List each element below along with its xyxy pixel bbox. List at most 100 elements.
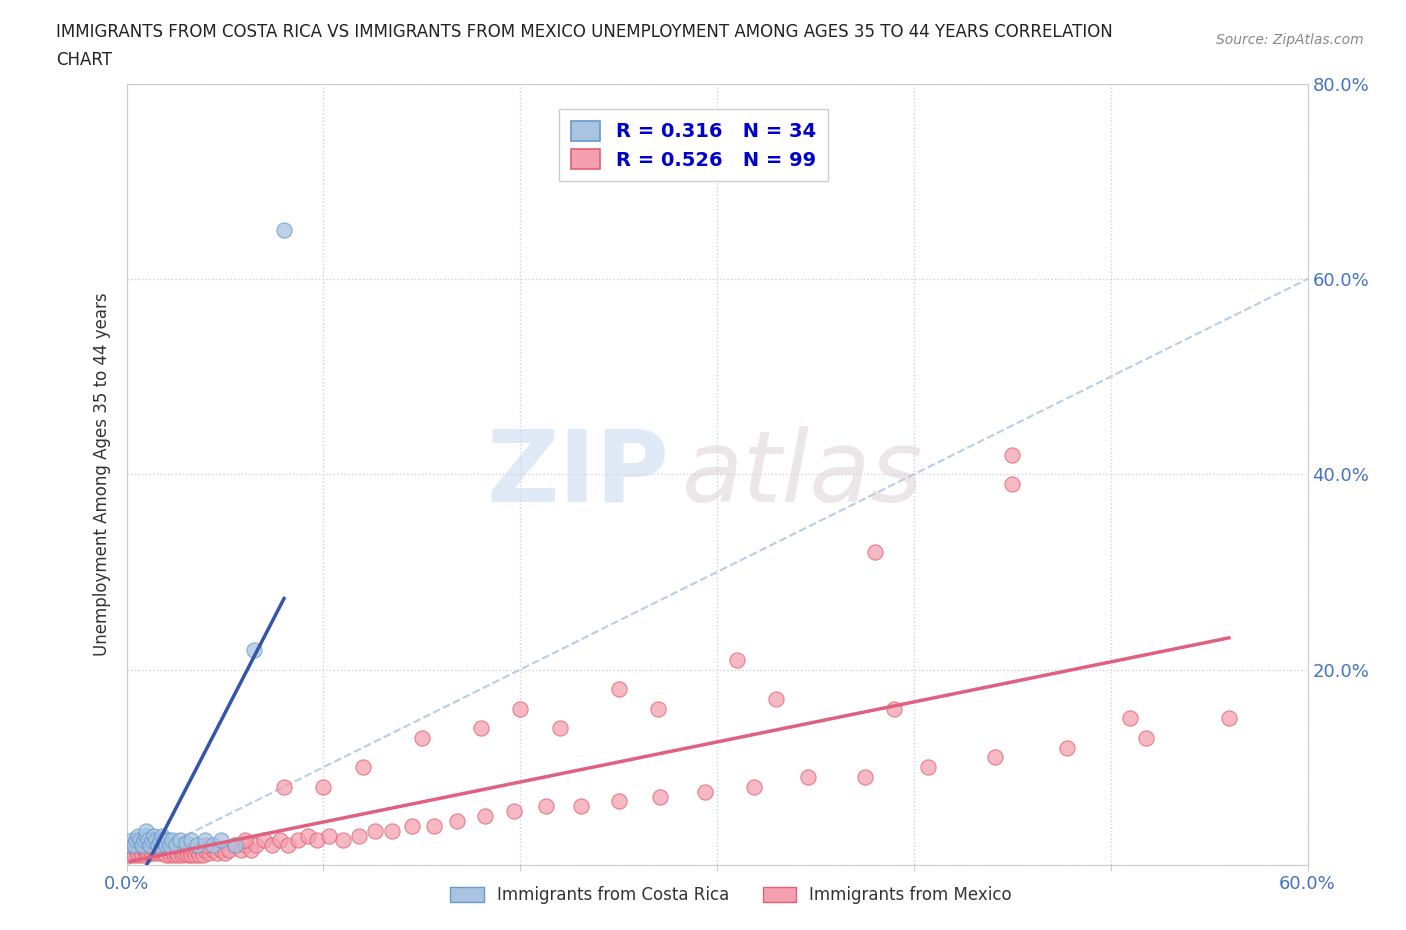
Point [180, 833, 202, 848]
Point [186, 838, 208, 853]
Point [169, 833, 191, 848]
Point [193, 848, 215, 863]
Point [983, 750, 1005, 764]
Point [135, 829, 157, 844]
Legend: R = 0.316   N = 34, R = 0.526   N = 99: R = 0.316 N = 34, R = 0.526 N = 99 [560, 109, 828, 181]
Point [287, 833, 309, 848]
Point [648, 789, 671, 804]
Point [853, 770, 876, 785]
Point [129, 843, 152, 857]
Point [229, 843, 252, 857]
Point [243, 643, 266, 658]
Point [1056, 740, 1078, 755]
Point [186, 843, 208, 857]
Legend: Immigrants from Costa Rica, Immigrants from Mexico: Immigrants from Costa Rica, Immigrants f… [441, 878, 1021, 912]
Point [269, 833, 291, 848]
Text: Source: ZipAtlas.com: Source: ZipAtlas.com [1216, 33, 1364, 46]
Point [145, 845, 167, 860]
Point [312, 779, 335, 794]
Point [695, 784, 717, 799]
Point [165, 838, 187, 853]
Point [169, 843, 191, 857]
Point [569, 799, 592, 814]
Point [647, 701, 669, 716]
Point [159, 838, 181, 853]
Point [883, 701, 905, 716]
Point [194, 843, 217, 857]
Point [245, 838, 267, 853]
Point [233, 838, 256, 853]
Point [273, 222, 295, 237]
Point [135, 843, 157, 857]
Point [363, 823, 385, 838]
Point [176, 848, 198, 863]
Point [202, 838, 225, 853]
Point [224, 838, 246, 853]
Point [401, 818, 423, 833]
Point [1135, 731, 1157, 746]
Point [863, 545, 886, 560]
Point [124, 848, 146, 863]
Point [184, 848, 207, 863]
Point [141, 845, 163, 860]
Point [131, 838, 153, 853]
Point [149, 833, 172, 848]
Point [166, 848, 188, 863]
Point [765, 692, 787, 707]
Point [744, 779, 766, 794]
Point [180, 848, 202, 863]
Point [198, 845, 221, 860]
Point [150, 829, 173, 844]
Point [307, 833, 329, 848]
Point [917, 760, 939, 775]
Point [194, 838, 217, 853]
Text: CHART: CHART [56, 51, 112, 69]
Point [381, 823, 404, 838]
Point [136, 845, 159, 860]
Text: IMMIGRANTS FROM COSTA RICA VS IMMIGRANTS FROM MEXICO UNEMPLOYMENT AMONG AGES 35 : IMMIGRANTS FROM COSTA RICA VS IMMIGRANTS… [56, 23, 1114, 41]
Point [1001, 476, 1024, 491]
Point [127, 829, 149, 844]
Point [503, 804, 526, 818]
Point [253, 833, 276, 848]
Point [332, 833, 354, 848]
Point [1001, 447, 1024, 462]
Point [725, 653, 748, 668]
Point [224, 838, 246, 853]
Point [233, 833, 256, 848]
Point [202, 843, 225, 857]
Point [143, 843, 166, 857]
Point [127, 848, 149, 863]
Point [277, 838, 299, 853]
Point [607, 682, 630, 697]
Point [474, 809, 496, 824]
Point [129, 833, 152, 848]
Point [262, 838, 284, 853]
Point [173, 845, 195, 860]
Point [139, 843, 162, 857]
Point [188, 848, 211, 863]
Point [134, 833, 156, 848]
Point [548, 721, 571, 736]
Point [143, 829, 166, 844]
Point [134, 843, 156, 857]
Point [174, 836, 197, 851]
Point [352, 760, 374, 775]
Point [125, 843, 148, 857]
Point [160, 843, 183, 857]
Point [165, 845, 187, 860]
Point [160, 833, 183, 848]
Point [183, 843, 205, 857]
Point [136, 833, 159, 848]
Point [214, 845, 236, 860]
Point [155, 848, 177, 863]
Point [347, 829, 370, 844]
Point [163, 848, 186, 863]
Point [121, 833, 143, 848]
Point [273, 779, 295, 794]
Point [1119, 711, 1142, 725]
Point [121, 843, 143, 857]
Point [446, 814, 468, 829]
Point [145, 833, 167, 848]
Point [120, 848, 142, 863]
